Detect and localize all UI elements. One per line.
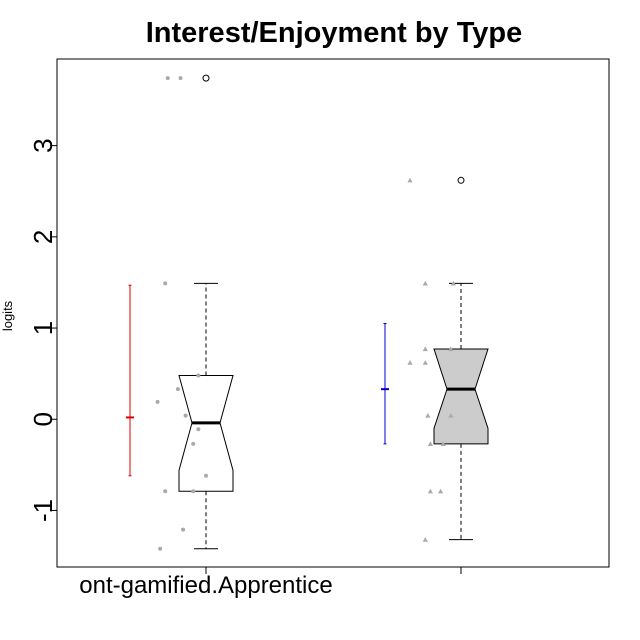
data-point xyxy=(450,280,456,286)
x-tick-label: ont-gamified.Apprentice xyxy=(79,572,332,599)
data-point xyxy=(163,281,168,286)
data-point xyxy=(175,387,180,392)
data-point xyxy=(204,473,208,478)
data-point xyxy=(183,413,188,418)
data-point xyxy=(191,489,196,494)
plot-frame xyxy=(56,58,610,568)
chart-title: Interest/Enjoyment by Type xyxy=(146,17,523,49)
data-point xyxy=(196,373,201,378)
data-point xyxy=(448,413,454,418)
y-tick-label: -1 xyxy=(28,499,58,522)
data-point xyxy=(422,280,428,286)
box xyxy=(178,374,234,492)
data-point xyxy=(448,346,454,352)
y-tick-label: 1 xyxy=(28,321,58,335)
y-axis-label: logits xyxy=(0,300,15,331)
data-point xyxy=(163,489,168,494)
data-point xyxy=(422,360,428,365)
plot-marks: -1 0 1 2 3 ont-gamified.Apprentice xyxy=(28,74,489,599)
data-point xyxy=(427,441,433,446)
y-tick-label: 2 xyxy=(28,230,58,244)
data-point xyxy=(158,546,163,551)
y-tick-label: 0 xyxy=(28,412,58,426)
data-point xyxy=(407,360,413,365)
data-point xyxy=(427,488,433,494)
data-point xyxy=(178,76,183,81)
data-point xyxy=(155,399,160,404)
data-point xyxy=(440,441,446,446)
data-point xyxy=(196,427,201,432)
box xyxy=(433,348,489,445)
data-point xyxy=(438,488,444,494)
data-point xyxy=(407,177,413,183)
data-point xyxy=(422,346,428,352)
data-point xyxy=(191,441,196,446)
data-point xyxy=(181,527,186,532)
outlier-point xyxy=(457,176,465,184)
data-point xyxy=(165,76,170,81)
outlier-point xyxy=(202,74,210,82)
data-point xyxy=(425,413,431,418)
y-tick-label: 3 xyxy=(28,138,58,152)
data-point xyxy=(422,537,428,542)
